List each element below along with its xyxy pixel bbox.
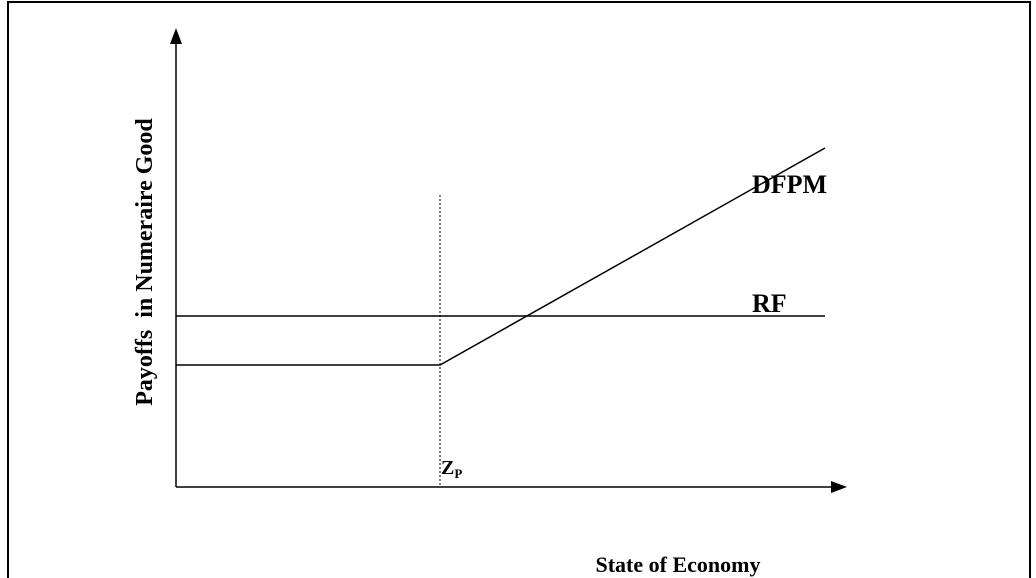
threshold-sub: P [454, 466, 462, 481]
dfpm-label: DFPM [752, 170, 827, 199]
x-axis-arrow [831, 481, 847, 493]
rf-label: RF [752, 289, 787, 318]
threshold-label: ZP [441, 457, 462, 481]
frame [7, 1, 1031, 578]
y-axis-arrow [170, 28, 182, 44]
dfpm-line [176, 147, 826, 366]
y-axis-label: Payoffs in Numeraire Good [132, 118, 158, 406]
x-axis-label: State of Economy [596, 552, 761, 577]
threshold-main: Z [441, 457, 454, 479]
